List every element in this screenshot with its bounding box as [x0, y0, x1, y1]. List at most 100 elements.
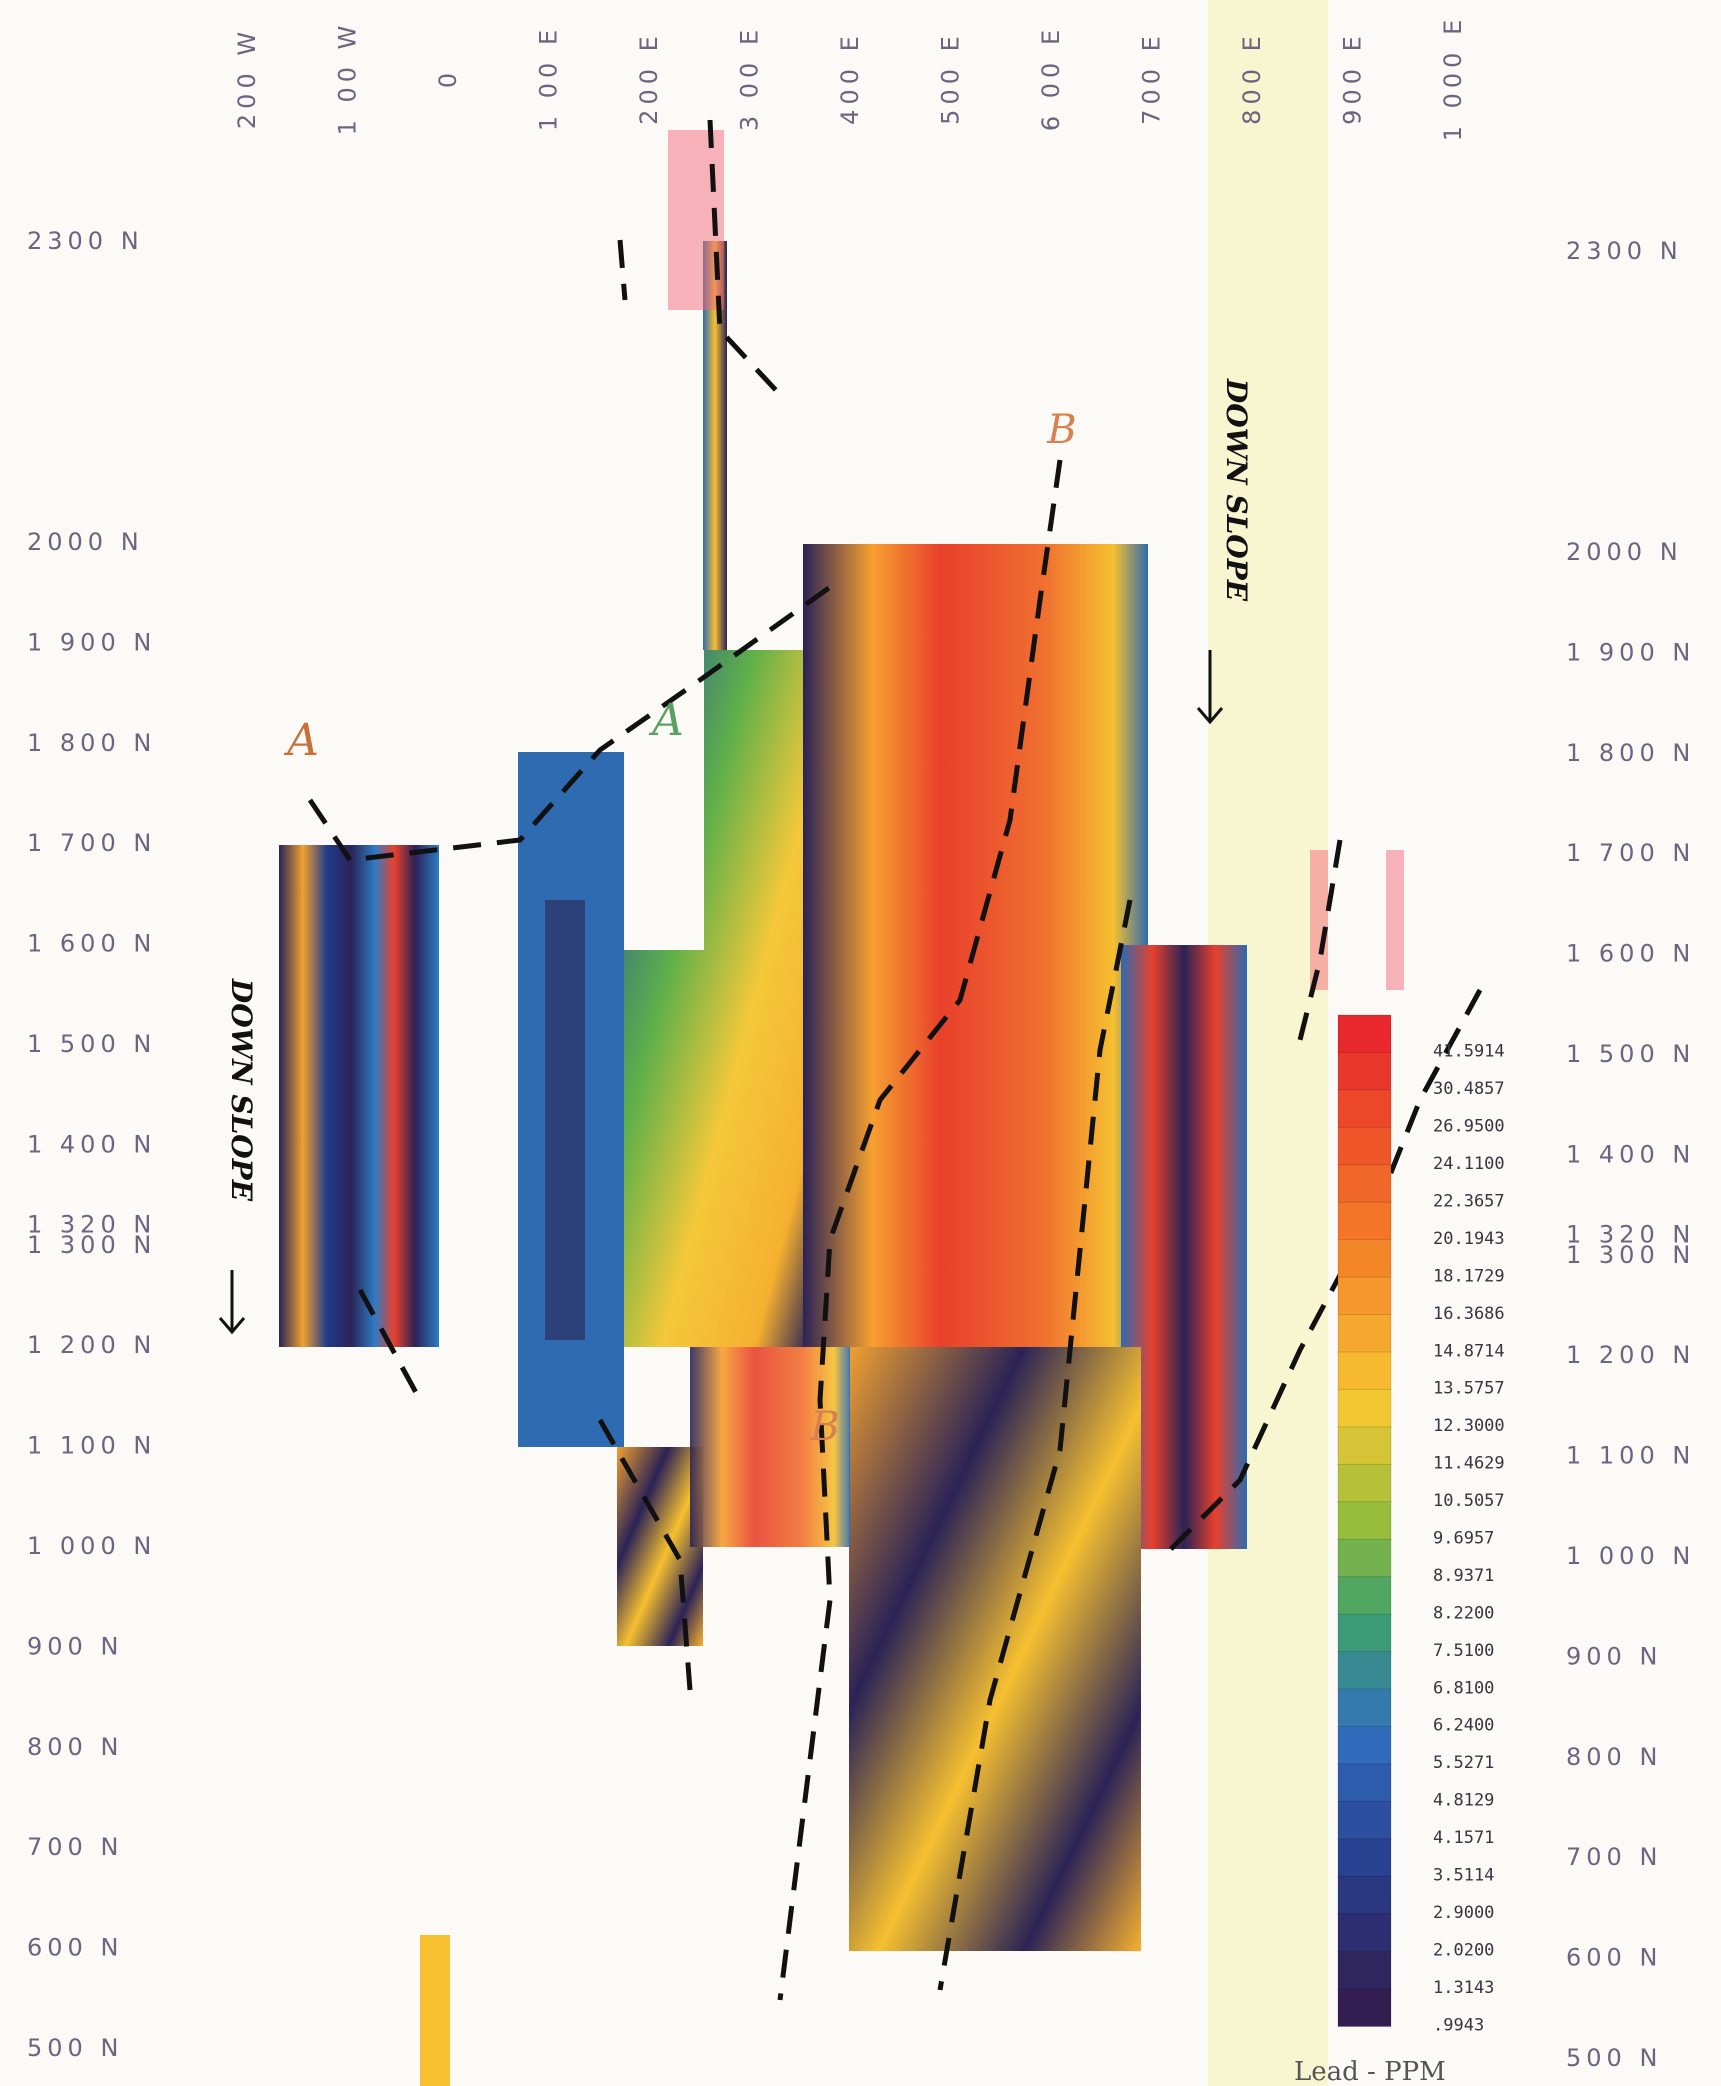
legend-label: 3.5114 [1433, 1866, 1494, 1886]
northing-label: 1 700 N [1566, 839, 1695, 867]
legend-swatch [1338, 1389, 1391, 1427]
legend-label: 9.6957 [1433, 1529, 1494, 1549]
northing-label: 1 100 N [27, 1432, 156, 1460]
northing-label: 2300 N [1566, 237, 1683, 265]
northing-label: 2000 N [27, 528, 144, 556]
northing-label: 600 N [27, 1934, 123, 1962]
map: 41.5914 30.4857 26.9500 24.1100 22.3657 20.19… [0, 0, 1721, 2086]
northing-label: 800 N [1566, 1743, 1662, 1771]
northing-label: 700 N [27, 1833, 123, 1861]
northing-label: 1 200 N [1566, 1341, 1695, 1369]
northing-label: 1 200 N [27, 1331, 156, 1359]
northing-label: 900 N [27, 1632, 123, 1660]
legend-swatch [1338, 1015, 1391, 1053]
legend-label: 4.1571 [1433, 1828, 1494, 1848]
northing-label: 1 500 N [1566, 1040, 1695, 1068]
legend-label: 1.3143 [1433, 1978, 1494, 1998]
legend-label: 4.8129 [1433, 1791, 1494, 1811]
easting-label: 500 E [937, 31, 965, 125]
northing-label: 600 N [1566, 1944, 1662, 1972]
section-letter: B [809, 1404, 839, 1450]
legend-label: 18.1729 [1433, 1266, 1505, 1286]
easting-label: 900 E [1339, 31, 1367, 125]
legend-swatch [1338, 1090, 1391, 1128]
northing-label: 1 800 N [27, 729, 156, 757]
northing-label: 1 700 N [27, 829, 156, 857]
legend-label: 2.0200 [1433, 1940, 1494, 1960]
legend-swatch [1338, 1427, 1391, 1465]
legend-label: 24.1100 [1433, 1154, 1505, 1174]
legend-label: 6.8100 [1433, 1678, 1494, 1698]
northing-label: 1 400 N [1566, 1140, 1695, 1168]
legend-swatch [1338, 1240, 1391, 1278]
easting-label: 400 E [836, 31, 864, 125]
section-letter: A [283, 715, 319, 766]
easting-label: 700 E [1138, 31, 1166, 125]
easting-label: 200 W [233, 27, 261, 129]
legend-swatch [1338, 1502, 1391, 1540]
legend-swatch [1338, 1315, 1391, 1353]
legend-swatch [1338, 1165, 1391, 1203]
northing-label: 1 000 N [27, 1532, 156, 1560]
legend-label: 11.4629 [1433, 1454, 1505, 1474]
legend-label: 30.4857 [1433, 1079, 1505, 1099]
legend-title: Lead - PPM [1294, 2057, 1446, 2086]
easting-label: 1 000 E [1439, 15, 1467, 142]
legend-label: 8.2200 [1433, 1603, 1494, 1623]
legend-swatch [1338, 1914, 1391, 1952]
legend-swatch [1338, 1539, 1391, 1577]
legend-label: 14.8714 [1433, 1341, 1505, 1361]
legend-label: 12.3000 [1433, 1416, 1505, 1436]
legend-swatch [1338, 1801, 1391, 1839]
northing-label: 1 500 N [27, 1030, 156, 1058]
easting-label: 3 00 E [736, 25, 764, 131]
easting-label: 1 00 W [334, 21, 362, 136]
annotation: DOWN SLOPE [225, 978, 258, 1202]
section-letter: A [648, 695, 684, 746]
northing-label: 2300 N [27, 227, 144, 255]
legend-label: 5.5271 [1433, 1753, 1494, 1773]
legend-swatch [1338, 1689, 1391, 1727]
northing-label: 700 N [1566, 1843, 1662, 1871]
legend-label: 2.9000 [1433, 1903, 1494, 1923]
easting-label: 200 E [635, 31, 663, 125]
contour-zone [849, 1347, 1141, 1951]
contour-zone [279, 845, 439, 1347]
legend-label: 41.5914 [1433, 1042, 1505, 1062]
highlight [1386, 850, 1404, 990]
legend-swatch [1338, 1277, 1391, 1315]
legend-swatch [1338, 1839, 1391, 1877]
legend-swatch [1338, 1764, 1391, 1802]
northing-label: 800 N [27, 1733, 123, 1761]
northing-label: 1 600 N [27, 930, 156, 958]
legend-swatch [1338, 1989, 1391, 2027]
northing-label: 900 N [1566, 1642, 1662, 1670]
northing-label: 1 800 N [1566, 739, 1695, 767]
legend-label: 22.3657 [1433, 1192, 1505, 1212]
legend-swatch [1338, 1352, 1391, 1390]
legend-label: 16.3686 [1433, 1304, 1505, 1324]
legend-label: 20.1943 [1433, 1229, 1505, 1249]
northing-label: 1 600 N [1566, 940, 1695, 968]
legend-swatch [1338, 1052, 1391, 1090]
easting-label: 800 E [1238, 31, 1266, 125]
easting-label: 1 00 E [535, 25, 563, 131]
legend-label: 26.9500 [1433, 1117, 1505, 1137]
annotation: DOWN SLOPE [1220, 378, 1253, 602]
highlight [1310, 850, 1328, 990]
legend-label: 6.2400 [1433, 1716, 1494, 1736]
legend-label: 10.5057 [1433, 1491, 1505, 1511]
northing-label: 1 300 N [27, 1231, 156, 1259]
legend-swatch [1338, 1726, 1391, 1764]
easting-label: 0 [434, 68, 462, 88]
legend-swatch [1338, 1876, 1391, 1914]
northing-label: 500 N [27, 2034, 123, 2062]
legend-swatch [1338, 1951, 1391, 1989]
legend-label: 13.5757 [1433, 1379, 1505, 1399]
legend-swatch [1338, 1464, 1391, 1502]
legend-swatch [1338, 1127, 1391, 1165]
legend-swatch [1338, 1577, 1391, 1615]
northing-label: 1 900 N [1566, 638, 1695, 666]
easting-label: 6 00 E [1037, 25, 1065, 131]
legend-label: .9943 [1433, 2015, 1484, 2035]
